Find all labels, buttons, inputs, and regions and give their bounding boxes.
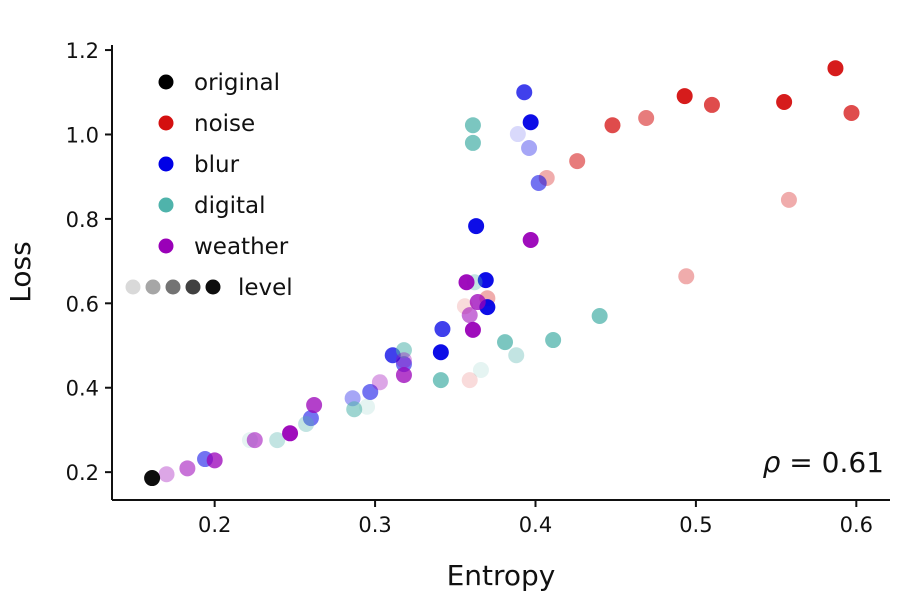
y-tick-label: 0.2 (66, 461, 99, 485)
weather-point (246, 432, 263, 449)
noise-point (569, 153, 586, 170)
blur-point (477, 272, 494, 289)
weather-point (469, 294, 486, 311)
digital-point (395, 342, 412, 359)
legend-marker-weather (158, 238, 174, 254)
legend-level-marker (165, 279, 181, 295)
y-tick-label: 1.2 (66, 39, 99, 63)
digital-point (508, 347, 525, 364)
legend: original noise blur digital weather level (125, 70, 293, 301)
x-tick-label: 0.6 (840, 513, 873, 537)
y-axis-label: Loss (4, 241, 37, 302)
noise-point (604, 117, 621, 134)
blur-point (509, 126, 526, 143)
digital-point (464, 134, 481, 151)
digital-point (591, 307, 608, 324)
blur-point (521, 139, 538, 156)
weather-point (395, 367, 412, 384)
legend-label-digital: digital (194, 193, 265, 219)
legend-label-original: original (194, 70, 280, 96)
noise-point (703, 96, 720, 113)
weather-point (306, 397, 323, 414)
legend-label-noise: noise (194, 111, 255, 137)
blur-point (362, 383, 379, 400)
digital-point (464, 117, 481, 134)
y-tick-label: 0.8 (66, 208, 99, 232)
axes (111, 45, 890, 501)
noise-point (461, 372, 478, 389)
weather-point (522, 232, 539, 248)
blur-point (395, 356, 412, 373)
legend-level-marker (205, 279, 221, 295)
rho-annotation: ρ = 0.61 (763, 446, 884, 479)
noise-point (678, 268, 695, 285)
legend-marker-blur (158, 156, 174, 172)
blur-point (302, 410, 319, 427)
ticks: 0.2 0.3 0.4 0.5 0.6 0.2 0.4 0.6 0.8 1.0 1.2 (66, 39, 873, 537)
x-tick-label: 0.5 (679, 513, 712, 537)
weather-point (179, 460, 196, 477)
legend-level-marker (185, 279, 201, 295)
noise-point (776, 93, 793, 110)
x-axis-label: Entropy (447, 559, 556, 592)
legend-level-marker (145, 279, 161, 295)
blur-point (522, 114, 539, 131)
weather-point (158, 466, 175, 483)
digital-point (269, 432, 286, 449)
digital-point (497, 334, 514, 351)
blur-point (432, 344, 449, 361)
noise-point (780, 191, 797, 208)
legend-marker-original (158, 74, 174, 90)
digital-point (472, 362, 489, 378)
blur-point (468, 218, 485, 235)
y-tick-label: 0.4 (66, 377, 99, 401)
noise-point (843, 104, 860, 121)
digital-point (359, 398, 376, 415)
weather-point (206, 452, 223, 469)
x-tick-label: 0.3 (358, 513, 391, 537)
weather-point (282, 425, 299, 442)
weather-point (395, 352, 412, 369)
y-tick-label: 1.0 (66, 123, 99, 147)
legend-label-blur: blur (194, 152, 240, 178)
legend-label-weather: weather (194, 234, 289, 260)
blur-point (434, 321, 451, 338)
digital-point (346, 401, 363, 418)
weather-point (464, 321, 481, 338)
noise-point (676, 88, 693, 105)
noise-point (827, 60, 844, 77)
weather-point (371, 374, 388, 391)
digital-point (432, 372, 449, 389)
digital-point (545, 332, 562, 349)
legend-label-level: level (238, 275, 293, 301)
digital-point (298, 416, 315, 433)
rho-symbol: ρ (763, 446, 781, 479)
blur-point (516, 84, 533, 101)
noise-point (638, 110, 655, 127)
original-point (144, 470, 161, 487)
weather-point (461, 307, 478, 324)
weather-point (458, 274, 475, 291)
legend-marker-noise (158, 115, 174, 131)
data-points (144, 60, 860, 487)
legend-level-marker (125, 279, 141, 295)
legend-marker-digital (158, 197, 174, 213)
rho-value: = 0.61 (780, 446, 884, 479)
y-tick-label: 0.6 (66, 292, 99, 316)
x-tick-label: 0.4 (519, 513, 552, 537)
x-tick-label: 0.2 (198, 513, 231, 537)
blur-point (530, 175, 547, 192)
